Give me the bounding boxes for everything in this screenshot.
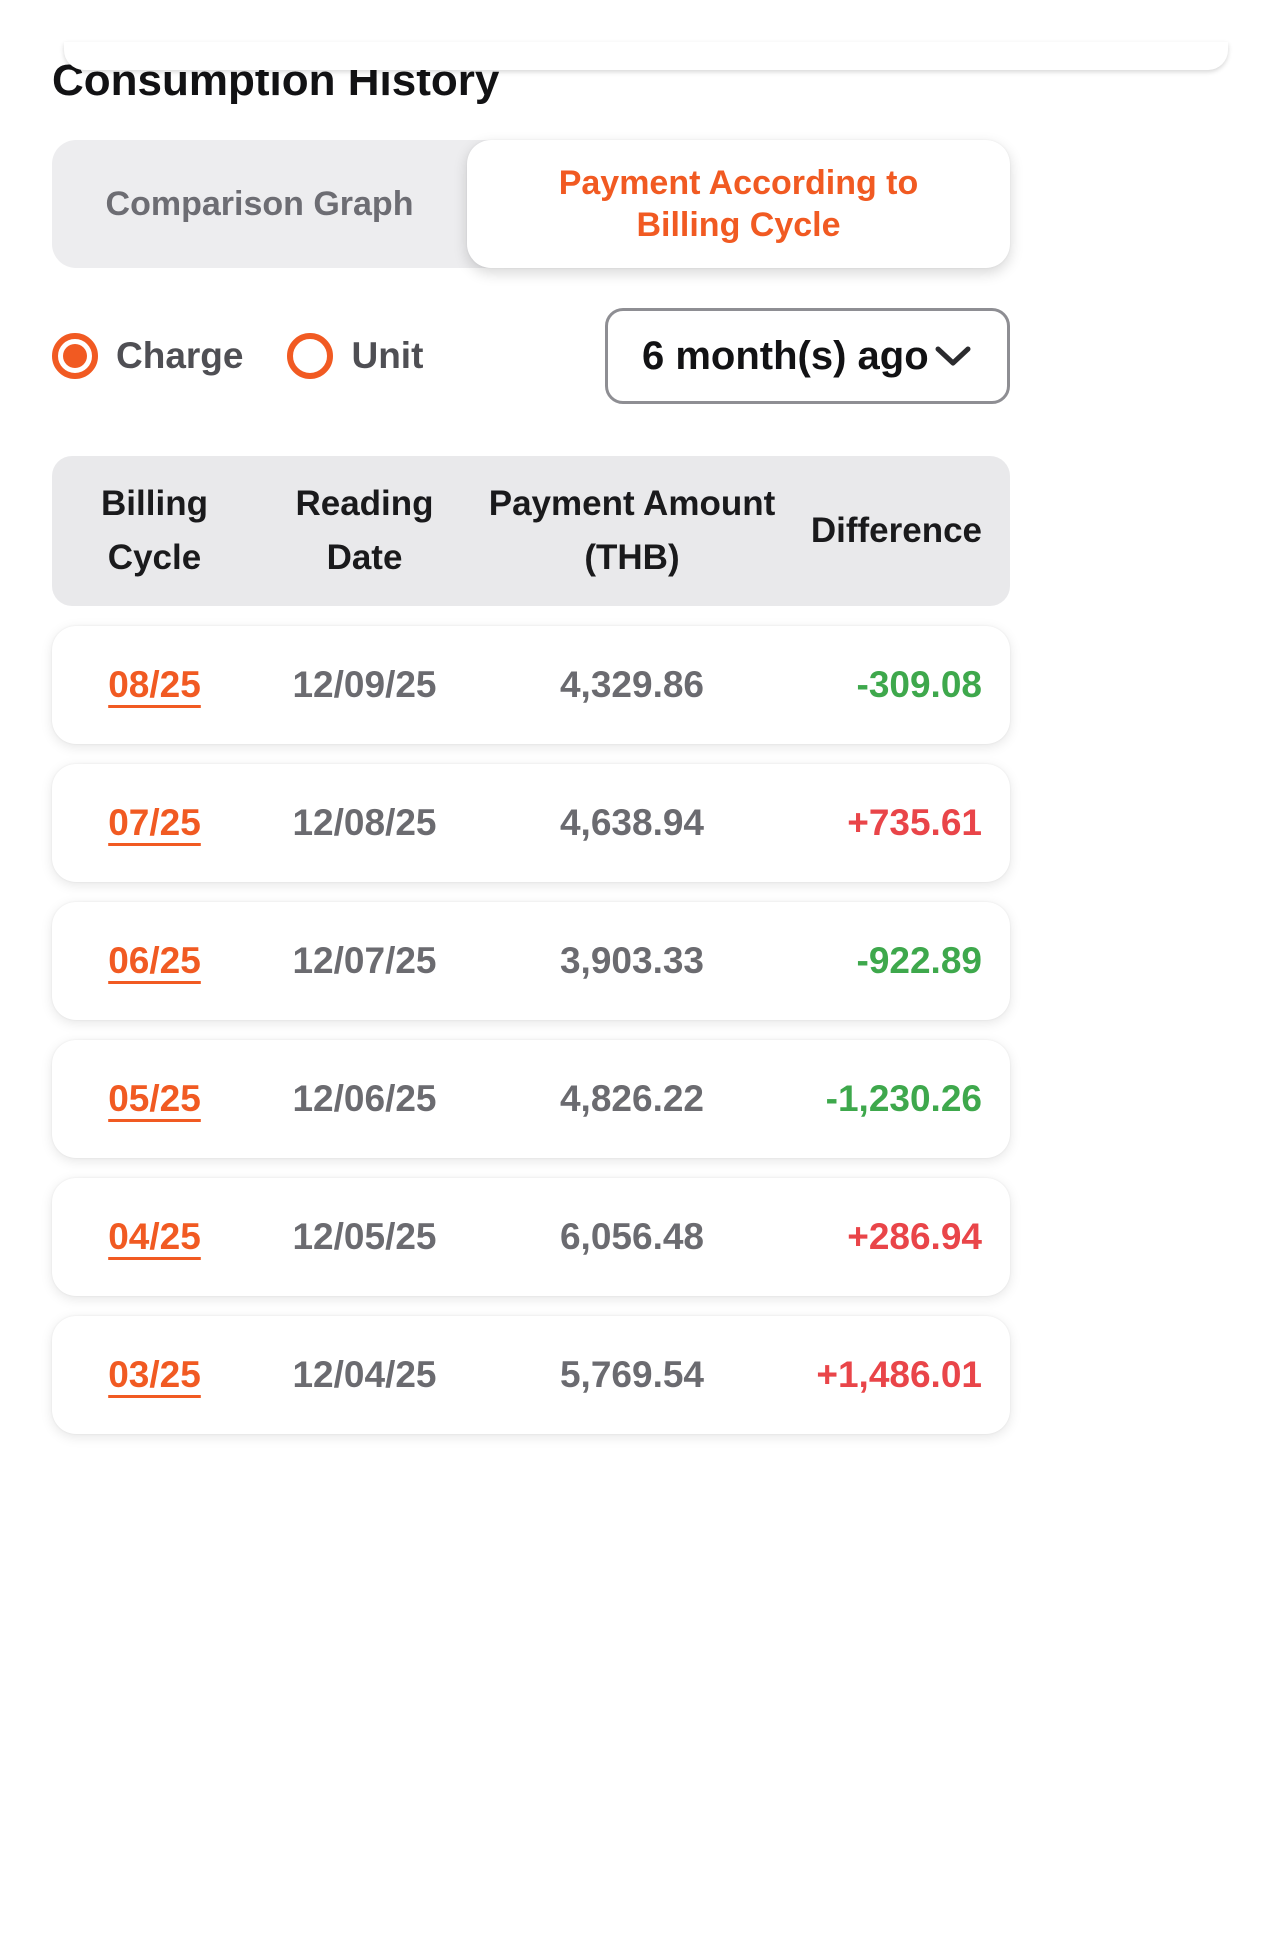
reading-date-cell: 12/08/25 (292, 802, 437, 843)
billing-cycle-cell: 08/25 (52, 664, 257, 706)
filter-row: Charge Unit 6 month(s) ago (52, 308, 1010, 404)
table-row[interactable]: 06/25 12/07/25 3,903.33 -922.89 (52, 902, 1010, 1020)
tab-bar: Comparison Graph Payment According to Bi… (52, 140, 1010, 268)
payment-amount-cell: 5,769.54 (559, 1354, 705, 1395)
table-row[interactable]: 03/25 12/04/25 5,769.54 +1,486.01 (52, 1316, 1010, 1434)
billing-cycle-cell: 07/25 (52, 802, 257, 844)
header-reading-date: Reading Date (295, 483, 434, 577)
table-row[interactable]: 08/25 12/09/25 4,329.86 -309.08 (52, 626, 1010, 744)
difference-cell: -922.89 (856, 940, 983, 981)
billing-cycle-link[interactable]: 07/25 (108, 802, 201, 843)
difference-cell: +286.94 (847, 1216, 982, 1257)
payment-amount-cell: 4,638.94 (559, 802, 705, 843)
payment-amount-cell: 3,903.33 (559, 940, 705, 981)
difference-cell: +1,486.01 (816, 1354, 982, 1395)
billing-cycle-link[interactable]: 06/25 (108, 940, 201, 981)
period-dropdown-value: 6 month(s) ago (642, 333, 929, 378)
header-difference: Difference (810, 510, 982, 550)
radio-unit[interactable]: Unit (287, 333, 423, 379)
billing-cycle-cell: 04/25 (52, 1216, 257, 1258)
reading-date-cell: 12/07/25 (292, 940, 437, 981)
table-header: Billing Cycle Reading Date Payment Amoun… (52, 456, 1010, 606)
payment-amount-cell: 6,056.48 (559, 1216, 705, 1257)
difference-cell: -309.08 (856, 664, 983, 705)
tab-payment-billing-cycle[interactable]: Payment According to Billing Cycle (467, 140, 1010, 268)
table-row[interactable]: 07/25 12/08/25 4,638.94 +735.61 (52, 764, 1010, 882)
header-billing-cycle: Billing Cycle (101, 483, 208, 577)
radio-unit-label: Unit (351, 335, 424, 376)
header-payment-amount: Payment Amount (THB) (488, 483, 776, 577)
payment-amount-cell: 4,329.86 (559, 664, 705, 705)
table-row[interactable]: 04/25 12/05/25 6,056.48 +286.94 (52, 1178, 1010, 1296)
radio-charge-label: Charge (116, 335, 244, 376)
billing-cycle-link[interactable]: 04/25 (108, 1216, 201, 1257)
radio-selected-icon (52, 333, 98, 379)
billing-cycle-cell: 03/25 (52, 1354, 257, 1396)
period-dropdown[interactable]: 6 month(s) ago (605, 308, 1010, 404)
chevron-down-icon (933, 343, 973, 369)
billing-table: Billing Cycle Reading Date Payment Amoun… (52, 456, 1010, 1434)
consumption-history-screen: Consumption History Comparison Graph Pay… (52, 56, 1010, 1434)
reading-date-cell: 12/06/25 (292, 1078, 437, 1119)
previous-card-bottom-edge (64, 42, 1228, 70)
payment-amount-cell: 4,826.22 (559, 1078, 705, 1119)
billing-cycle-link[interactable]: 05/25 (108, 1078, 201, 1119)
reading-date-cell: 12/04/25 (292, 1354, 437, 1395)
radio-charge[interactable]: Charge (52, 333, 243, 379)
billing-cycle-cell: 05/25 (52, 1078, 257, 1120)
reading-date-cell: 12/05/25 (292, 1216, 437, 1257)
billing-cycle-link[interactable]: 08/25 (108, 664, 201, 705)
reading-date-cell: 12/09/25 (292, 664, 437, 705)
tab-comparison-graph[interactable]: Comparison Graph (105, 184, 414, 223)
radio-unselected-icon (287, 333, 334, 379)
difference-cell: -1,230.26 (825, 1078, 982, 1119)
difference-cell: +735.61 (847, 802, 982, 843)
table-row[interactable]: 05/25 12/06/25 4,826.22 -1,230.26 (52, 1040, 1010, 1158)
billing-cycle-link[interactable]: 03/25 (108, 1354, 201, 1395)
billing-cycle-cell: 06/25 (52, 940, 257, 982)
